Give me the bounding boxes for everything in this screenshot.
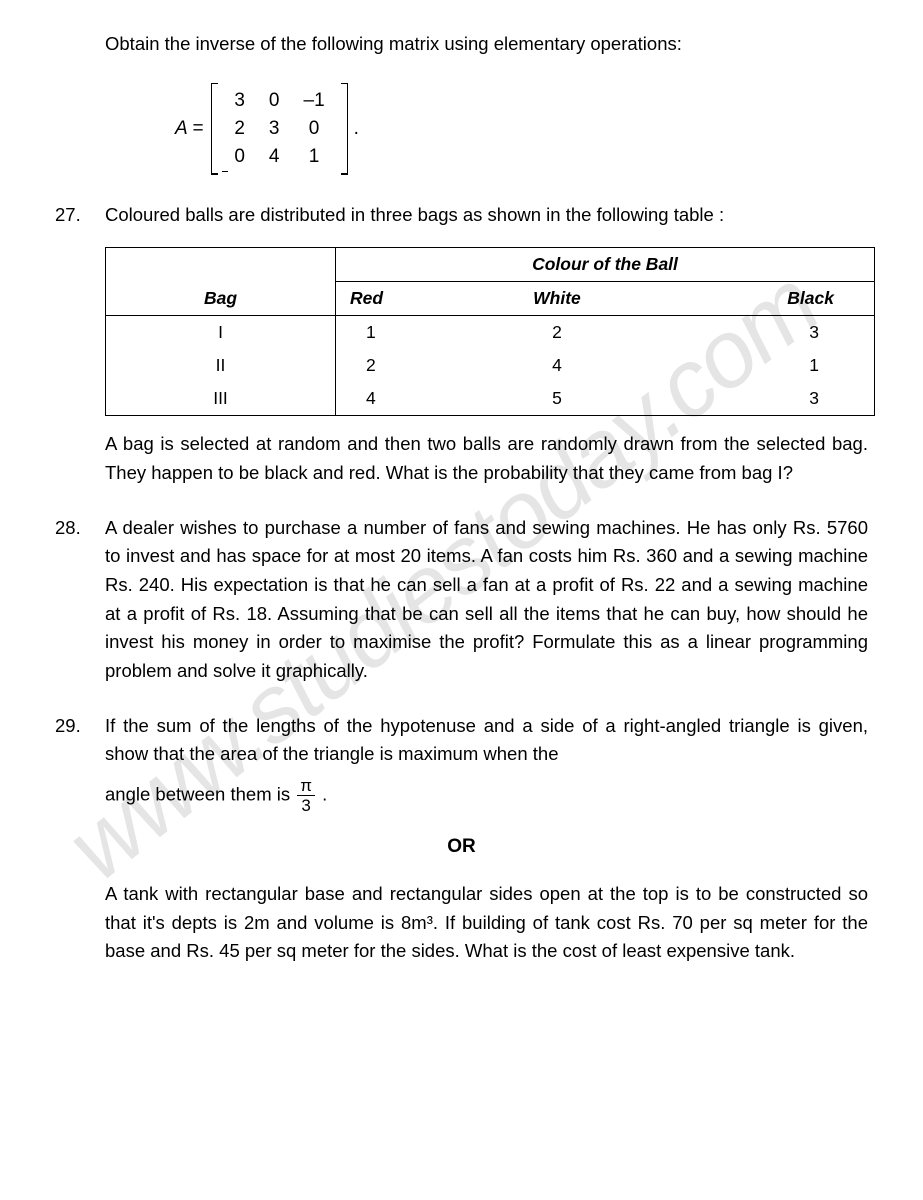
cell-bag: II <box>106 349 336 382</box>
q27-text-1: 27. Coloured balls are distributed in th… <box>55 201 868 230</box>
question-29: 29. If the sum of the lengths of the hyp… <box>55 712 868 966</box>
or-separator: OR <box>55 836 868 858</box>
table-row: II 2 4 1 <box>106 349 875 382</box>
matrix-cell: –1 <box>292 87 337 115</box>
matrix-table: 3 0 –1 2 3 0 0 4 1 <box>222 87 336 171</box>
q29-text-a-content: If the sum of the lengths of the hypoten… <box>105 715 868 765</box>
matrix-cell: 3 <box>257 115 292 143</box>
matrix-cell: 4 <box>257 143 292 171</box>
matrix-cell: 0 <box>292 115 337 143</box>
q29-number: 29. <box>55 712 81 741</box>
matrix-display: A = 3 0 –1 2 3 0 0 4 1 <box>55 83 868 175</box>
balls-table: Bag Colour of the Ball Red White Black I… <box>105 247 875 416</box>
question-28: 28. A dealer wishes to purchase a number… <box>55 514 868 686</box>
table-header-white: White <box>475 282 639 316</box>
matrix-label: A = <box>175 118 203 140</box>
matrix-bracket: 3 0 –1 2 3 0 0 4 1 <box>211 83 347 175</box>
cell-red: 2 <box>336 349 476 382</box>
matrix-cell: 1 <box>292 143 337 171</box>
cell-red: 1 <box>336 316 476 350</box>
q27-text-content: Coloured balls are distributed in three … <box>105 204 724 225</box>
cell-red: 4 <box>336 382 476 416</box>
fraction-pi-3: π 3 <box>297 777 315 814</box>
question-27: 27. Coloured balls are distributed in th… <box>55 201 868 488</box>
table-header-red: Red <box>336 282 476 316</box>
q28-number: 28. <box>55 514 81 543</box>
table-row: III 4 5 3 <box>106 382 875 416</box>
matrix-period: . <box>354 118 359 140</box>
table-header-colour: Colour of the Ball <box>336 248 875 282</box>
cell-black: 1 <box>639 349 875 382</box>
q29-alt-text: A tank with rectangular base and rectang… <box>55 880 868 966</box>
q29-text-a: 29. If the sum of the lengths of the hyp… <box>55 712 868 769</box>
question-26-continued: Obtain the inverse of the following matr… <box>55 30 868 175</box>
q28-text-content: A dealer wishes to purchase a number of … <box>105 517 868 681</box>
frac-den: 3 <box>298 796 313 814</box>
cell-white: 5 <box>475 382 639 416</box>
q29-text-b-line: angle between them is π 3 . <box>55 777 868 814</box>
table-header-black: Black <box>639 282 875 316</box>
cell-white: 4 <box>475 349 639 382</box>
matrix-cell: 2 <box>222 115 257 143</box>
matrix-cell: 0 <box>257 87 292 115</box>
matrix-cell: 3 <box>222 87 257 115</box>
q27-text-2: A bag is selected at random and then two… <box>55 430 868 487</box>
table-row: I 1 2 3 <box>106 316 875 350</box>
cell-black: 3 <box>639 316 875 350</box>
cell-white: 2 <box>475 316 639 350</box>
cell-black: 3 <box>639 382 875 416</box>
matrix-cell: 0 <box>222 143 257 171</box>
frac-num: π <box>297 777 315 796</box>
cell-bag: III <box>106 382 336 416</box>
table-header-bag: Bag <box>106 248 336 316</box>
period: . <box>322 783 327 804</box>
q29-text-b: angle between them is <box>105 783 295 804</box>
cell-bag: I <box>106 316 336 350</box>
q26-text: Obtain the inverse of the following matr… <box>55 30 868 59</box>
q27-number: 27. <box>55 201 81 230</box>
q28-text: 28. A dealer wishes to purchase a number… <box>55 514 868 686</box>
